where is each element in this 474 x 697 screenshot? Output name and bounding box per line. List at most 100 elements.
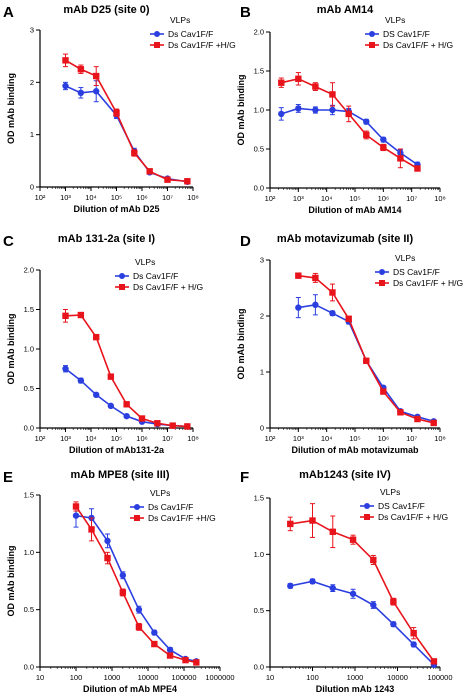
data-point bbox=[380, 136, 387, 143]
legend-title: VLPs bbox=[395, 253, 415, 263]
legend-swatch-marker bbox=[379, 280, 385, 286]
legend-title: VLPs bbox=[170, 15, 190, 25]
x-tick-label: 10⁵ bbox=[111, 434, 122, 443]
x-tick-label: 1000 bbox=[104, 673, 121, 682]
data-point bbox=[146, 168, 153, 175]
legend-label: DS Cav1F/F bbox=[383, 29, 430, 39]
data-point bbox=[164, 176, 171, 183]
chart-title: mAb motavizumab (site II) bbox=[277, 233, 414, 245]
series-2 bbox=[72, 501, 200, 666]
data-point bbox=[93, 333, 100, 341]
y-tick-label: 0.0 bbox=[254, 184, 264, 193]
x-tick-label: 10⁷ bbox=[162, 434, 173, 443]
series-line bbox=[298, 274, 434, 424]
legend-title: VLPs bbox=[135, 257, 155, 267]
data-point bbox=[123, 401, 130, 408]
x-tick-label: 10² bbox=[265, 434, 276, 443]
x-axis-label: Dilution of mAb motavizumab bbox=[292, 445, 420, 455]
y-tick-label: 2 bbox=[30, 78, 34, 87]
x-tick-label: 100000 bbox=[171, 673, 196, 682]
legend-title: VLPs bbox=[150, 488, 170, 498]
series-2 bbox=[287, 503, 438, 665]
legend-swatch-marker bbox=[364, 514, 370, 520]
y-axis-label: OD mAb binding bbox=[236, 309, 246, 380]
data-point bbox=[62, 57, 69, 64]
x-tick-label: 10⁶ bbox=[378, 434, 389, 443]
data-point bbox=[93, 391, 100, 399]
data-point bbox=[329, 106, 336, 114]
series-1 bbox=[62, 365, 191, 430]
data-point bbox=[329, 310, 336, 317]
data-point bbox=[312, 106, 319, 114]
legend-swatch-marker bbox=[134, 504, 140, 510]
data-point bbox=[329, 289, 336, 296]
y-tick-label: 1.5 bbox=[24, 305, 34, 314]
panel-letter: C bbox=[3, 233, 14, 250]
legend-swatch-marker bbox=[369, 31, 375, 37]
panel-letter: D bbox=[240, 233, 251, 250]
panel-letter: A bbox=[3, 4, 14, 21]
y-tick-label: 2 bbox=[260, 312, 264, 321]
data-point bbox=[349, 590, 357, 597]
data-point bbox=[287, 520, 294, 528]
legend-swatch-marker bbox=[134, 515, 140, 521]
chart-title: mAb 131-2a (site I) bbox=[58, 233, 156, 245]
data-point bbox=[135, 606, 143, 613]
panel-letter: E bbox=[3, 469, 13, 486]
data-point bbox=[93, 88, 100, 95]
legend: VLPs Ds Cav1F/FDs Cav1F/F + H/G bbox=[115, 257, 203, 292]
data-point bbox=[72, 512, 80, 519]
series-1 bbox=[62, 80, 191, 185]
x-tick-label: 10² bbox=[35, 193, 46, 202]
legend-title: VLPs bbox=[380, 487, 400, 497]
x-tick-label: 10³ bbox=[293, 194, 304, 203]
y-tick-label: 1 bbox=[30, 130, 34, 139]
data-point bbox=[123, 412, 130, 420]
data-point bbox=[410, 641, 417, 648]
x-tick-label: 10³ bbox=[60, 434, 71, 443]
x-tick-label: 100000 bbox=[427, 673, 452, 682]
data-point bbox=[62, 82, 69, 90]
x-tick-label: 10⁷ bbox=[406, 434, 417, 443]
y-tick-label: 2.0 bbox=[254, 28, 264, 37]
data-point bbox=[151, 640, 158, 648]
data-point bbox=[166, 646, 174, 653]
x-tick-label: 10⁴ bbox=[321, 434, 333, 443]
legend-label: Ds Cav1F/F +H/G bbox=[148, 513, 216, 523]
y-tick-label: 1.5 bbox=[254, 494, 264, 503]
legend-label: DS Cav1F/F bbox=[393, 267, 440, 277]
y-tick-label: 0 bbox=[30, 183, 34, 192]
x-tick-label: 10000 bbox=[138, 673, 159, 682]
x-tick-label: 10⁴ bbox=[321, 194, 333, 203]
y-tick-label: 2.0 bbox=[24, 266, 34, 275]
legend-label: Ds Cav1F/F bbox=[133, 271, 178, 281]
x-tick-label: 10³ bbox=[293, 434, 304, 443]
data-point bbox=[62, 365, 69, 372]
data-point bbox=[154, 420, 161, 427]
data-point bbox=[169, 422, 176, 429]
series-line bbox=[290, 519, 435, 662]
x-tick-label: 10⁵ bbox=[111, 193, 122, 202]
data-point bbox=[312, 83, 319, 90]
x-tick-label: 10⁷ bbox=[162, 193, 173, 202]
data-point bbox=[380, 144, 387, 151]
y-axis-label: OD mAb binding bbox=[6, 73, 16, 144]
data-point bbox=[295, 75, 302, 82]
y-tick-label: 0.5 bbox=[24, 384, 34, 393]
data-point bbox=[278, 110, 285, 118]
data-point bbox=[107, 402, 115, 410]
chart-title: mAb1243 (site IV) bbox=[299, 469, 391, 481]
legend-swatch-marker bbox=[119, 284, 125, 290]
y-tick-label: 1.0 bbox=[24, 345, 34, 354]
y-axis-label: OD mAb binding bbox=[6, 546, 16, 617]
y-tick-label: 1.5 bbox=[24, 491, 34, 500]
data-point bbox=[295, 304, 302, 311]
data-point bbox=[430, 658, 438, 665]
series-line bbox=[65, 59, 188, 183]
y-tick-label: 1.0 bbox=[24, 548, 34, 557]
data-point bbox=[349, 536, 357, 543]
